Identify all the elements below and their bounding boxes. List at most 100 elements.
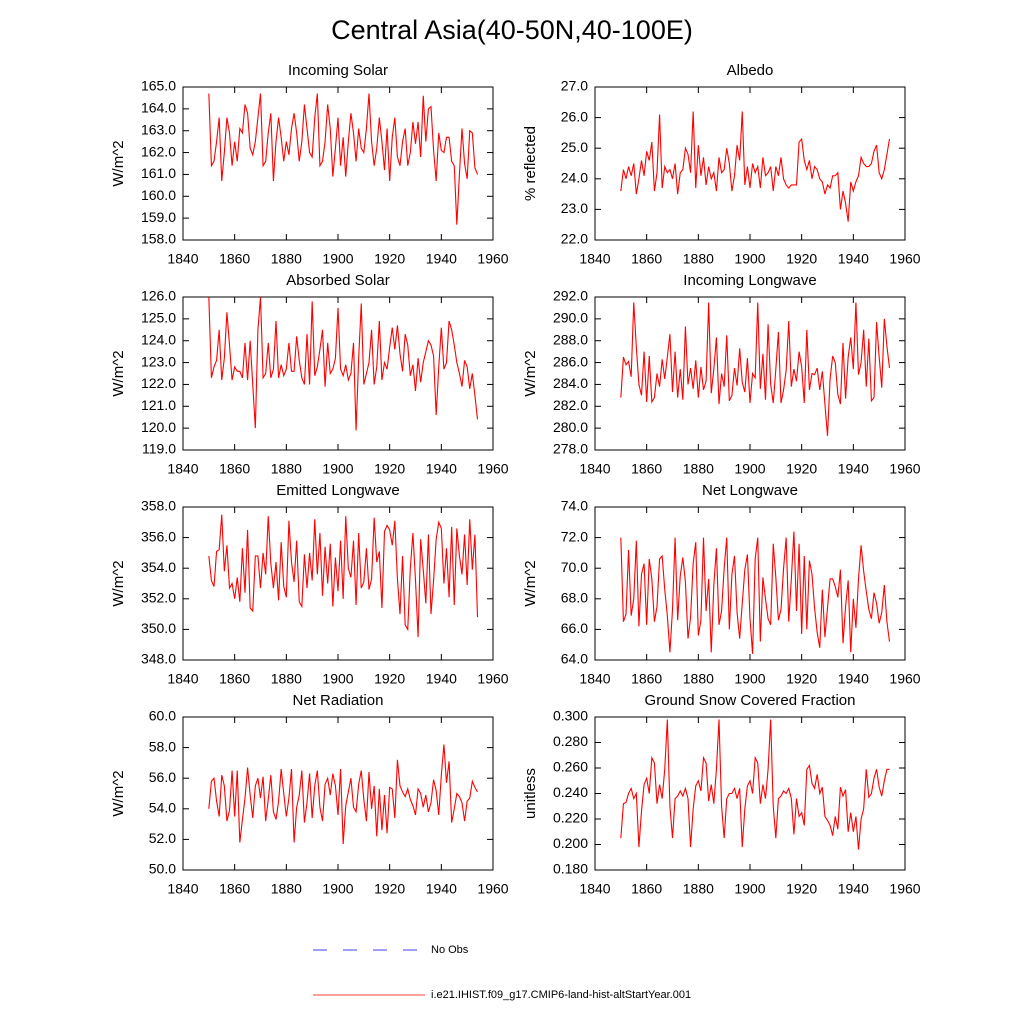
y-tick-label: 0.280: [553, 733, 588, 749]
x-tick-label: 1880: [683, 251, 714, 267]
data-line: [620, 302, 891, 436]
y-tick-label: 121.0: [141, 397, 176, 413]
y-tick-label: 159.0: [141, 209, 176, 225]
plot-frame: [594, 86, 906, 241]
x-tick-label: 1900: [322, 461, 353, 477]
x-tick-label: 1900: [734, 461, 765, 477]
x-tick-label: 1940: [426, 671, 457, 687]
x-tick-label: 1860: [631, 671, 662, 687]
x-tick-label: 1900: [322, 251, 353, 267]
panel-title: Incoming Solar: [288, 62, 388, 79]
panel-title: Absorbed Solar: [286, 272, 389, 289]
x-tick-label: 1900: [734, 251, 765, 267]
plot-frame: [594, 506, 906, 661]
y-tick-label: 27.0: [561, 78, 588, 94]
y-tick-label: 158.0: [141, 231, 176, 247]
x-tick-label: 1960: [889, 251, 920, 267]
y-tick-label: 350.0: [141, 620, 176, 636]
data-line: [620, 719, 890, 850]
y-axis-label: unitless: [522, 768, 539, 819]
x-tick-label: 1960: [889, 881, 920, 897]
y-tick-label: 56.0: [149, 769, 176, 785]
y-tick-label: 284.0: [553, 375, 588, 391]
y-tick-label: 0.240: [553, 784, 588, 800]
x-tick-label: 1880: [683, 461, 714, 477]
x-tick-label: 1940: [426, 251, 457, 267]
x-tick-label: 1860: [631, 881, 662, 897]
x-tick-label: 1960: [477, 461, 508, 477]
y-tick-label: 161.0: [141, 165, 176, 181]
x-tick-label: 1880: [271, 251, 302, 267]
y-tick-label: 24.0: [561, 170, 588, 186]
x-tick-label: 1840: [167, 881, 198, 897]
x-tick-label: 1920: [374, 461, 405, 477]
x-tick-label: 1840: [579, 671, 610, 687]
y-tick-label: 125.0: [141, 310, 176, 326]
panel-title: Emitted Longwave: [276, 482, 399, 499]
y-tick-label: 288.0: [553, 331, 588, 347]
y-tick-label: 0.260: [553, 759, 588, 775]
plot-frame: [594, 296, 906, 451]
y-tick-label: 54.0: [149, 800, 176, 816]
y-tick-label: 126.0: [141, 288, 176, 304]
x-tick-label: 1920: [786, 251, 817, 267]
y-tick-label: 278.0: [553, 441, 588, 457]
y-tick-label: 162.0: [141, 143, 176, 159]
x-tick-label: 1940: [426, 461, 457, 477]
y-tick-label: 60.0: [149, 708, 176, 724]
data-line: [208, 93, 479, 225]
y-axis-label: W/m^2: [110, 140, 127, 186]
x-tick-label: 1920: [786, 881, 817, 897]
y-tick-label: 280.0: [553, 419, 588, 435]
y-tick-label: 52.0: [149, 830, 176, 846]
x-tick-label: 1960: [477, 881, 508, 897]
x-tick-label: 1920: [786, 671, 817, 687]
x-tick-label: 1840: [167, 671, 198, 687]
y-tick-label: 64.0: [561, 651, 588, 667]
y-tick-label: 0.180: [553, 861, 588, 877]
y-tick-label: 50.0: [149, 861, 176, 877]
y-tick-label: 164.0: [141, 100, 176, 116]
x-tick-label: 1840: [167, 251, 198, 267]
y-tick-label: 66.0: [561, 620, 588, 636]
plot-frame: [182, 506, 494, 661]
x-tick-label: 1920: [786, 461, 817, 477]
x-tick-label: 1860: [631, 251, 662, 267]
y-tick-label: 25.0: [561, 139, 588, 155]
x-tick-label: 1880: [683, 671, 714, 687]
y-tick-label: 163.0: [141, 121, 176, 137]
x-tick-label: 1920: [374, 881, 405, 897]
y-tick-label: 352.0: [141, 590, 176, 606]
x-tick-label: 1900: [734, 881, 765, 897]
data-line: [620, 111, 891, 222]
y-tick-label: 282.0: [553, 397, 588, 413]
plot-frame: [182, 716, 494, 871]
y-tick-label: 58.0: [149, 738, 176, 754]
x-tick-label: 1880: [271, 671, 302, 687]
x-tick-label: 1940: [426, 881, 457, 897]
y-tick-label: 160.0: [141, 187, 176, 203]
legend-label: No Obs: [431, 944, 469, 956]
figure-title: Central Asia(40-50N,40-100E): [331, 15, 693, 45]
data-line: [620, 531, 891, 654]
x-tick-label: 1860: [219, 461, 250, 477]
x-tick-label: 1960: [889, 671, 920, 687]
x-tick-label: 1880: [271, 461, 302, 477]
y-axis-label: W/m^2: [110, 560, 127, 606]
x-tick-label: 1940: [838, 251, 869, 267]
panel-title: Net Radiation: [293, 692, 384, 709]
y-axis-label: W/m^2: [522, 350, 539, 396]
x-tick-label: 1900: [322, 881, 353, 897]
x-tick-label: 1960: [477, 671, 508, 687]
y-tick-label: 0.200: [553, 835, 588, 851]
y-tick-label: 0.220: [553, 810, 588, 826]
x-tick-label: 1860: [219, 671, 250, 687]
plot-frame: [594, 716, 906, 871]
y-tick-label: 119.0: [142, 441, 176, 457]
x-tick-label: 1940: [838, 881, 869, 897]
x-tick-label: 1960: [477, 251, 508, 267]
panel-title: Ground Snow Covered Fraction: [645, 692, 856, 709]
y-tick-label: 22.0: [561, 231, 588, 247]
y-tick-label: 358.0: [141, 498, 176, 514]
